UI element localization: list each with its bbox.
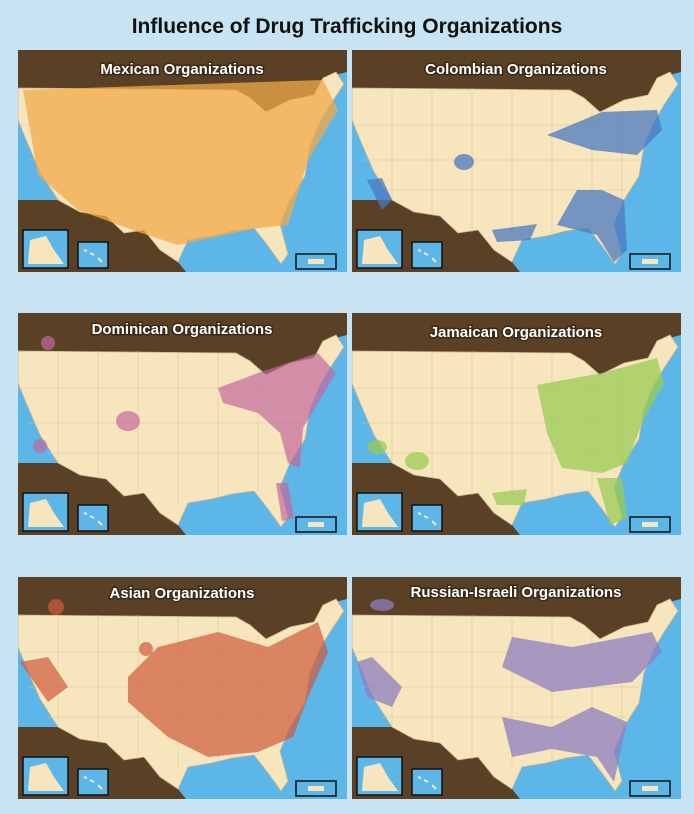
map-panel: Jamaican Organizations	[352, 313, 681, 535]
figure-title: Influence of Drug Trafficking Organizati…	[132, 15, 563, 38]
map-panel: Colombian Organizations	[352, 50, 681, 272]
panel-title: Jamaican Organizations	[430, 324, 603, 341]
map-panel: Asian Organizations	[18, 577, 347, 799]
panel-title: Mexican Organizations	[100, 61, 263, 78]
map-panel: Mexican Organizations	[18, 50, 347, 272]
panel-title: Asian Organizations	[109, 585, 254, 602]
map-panel: Dominican Organizations	[18, 313, 347, 535]
panel-title: Colombian Organizations	[425, 61, 607, 78]
panel-title: Dominican Organizations	[92, 321, 273, 338]
panel-title: Russian-Israeli Organizations	[411, 584, 622, 601]
map-panel: Russian-Israeli Organizations	[352, 577, 681, 799]
